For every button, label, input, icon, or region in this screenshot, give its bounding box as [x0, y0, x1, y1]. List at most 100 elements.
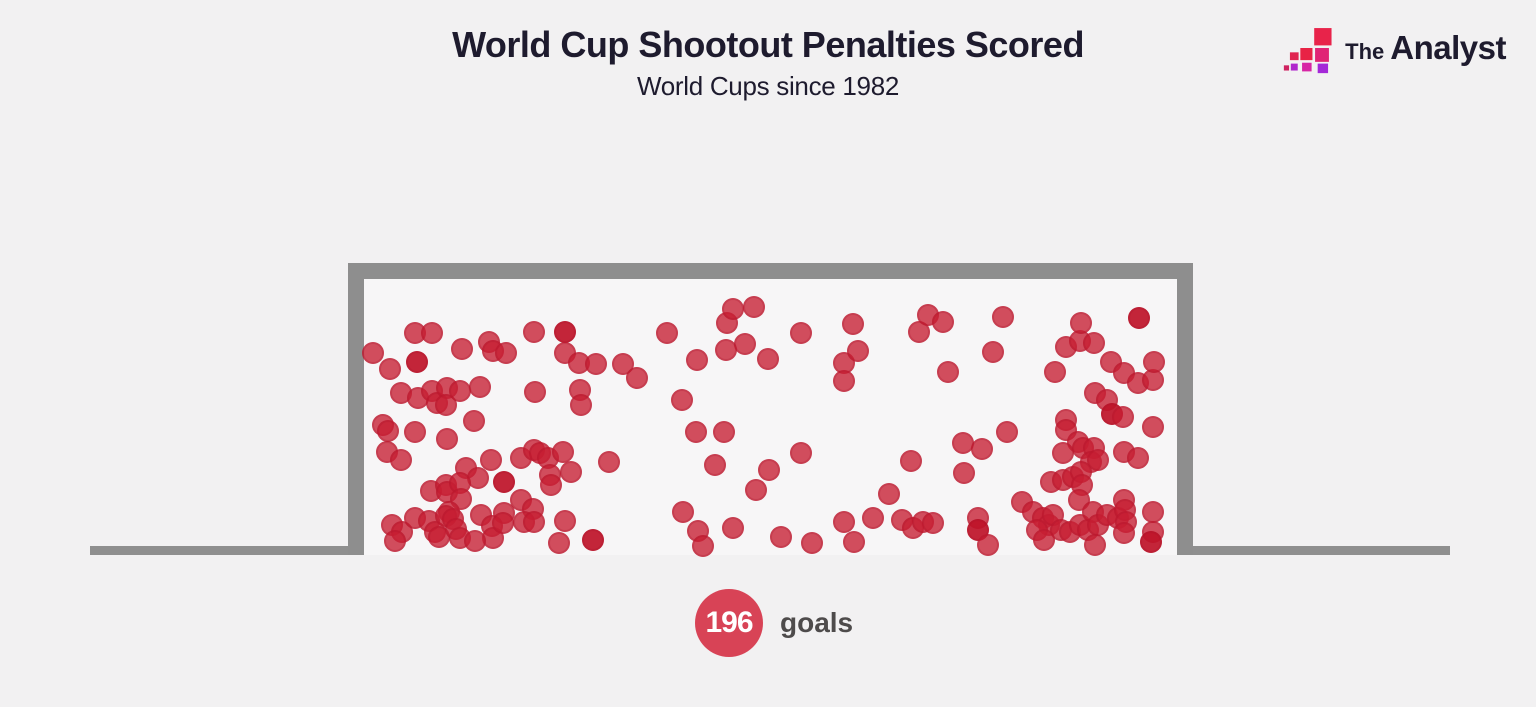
- logo-text-the: The: [1345, 39, 1385, 64]
- penalty-dot: [1140, 531, 1162, 553]
- penalty-dot: [1143, 351, 1165, 373]
- penalty-dot: [790, 322, 812, 344]
- penalty-dot: [656, 322, 678, 344]
- penalty-dot: [428, 526, 450, 548]
- penalty-dot: [390, 382, 412, 404]
- penalty-dot: [1142, 501, 1164, 523]
- penalty-dot: [404, 421, 426, 443]
- analyst-logo-text: The Analyst: [1345, 29, 1506, 67]
- penalty-dot: [713, 421, 735, 443]
- penalty-dot: [390, 449, 412, 471]
- penalty-dot: [1127, 447, 1149, 469]
- penalty-dot: [757, 348, 779, 370]
- penalty-dot: [833, 370, 855, 392]
- penalty-dot: [692, 535, 714, 557]
- penalty-dot: [493, 471, 515, 493]
- penalty-dot: [463, 410, 485, 432]
- analyst-logo-stairs-icon: [1283, 22, 1335, 74]
- penalty-dot: [937, 361, 959, 383]
- penalty-dot: [404, 322, 426, 344]
- penalty-dot: [900, 450, 922, 472]
- penalty-dot: [878, 483, 900, 505]
- penalty-dot: [540, 474, 562, 496]
- penalty-dot: [722, 517, 744, 539]
- penalty-dot: [922, 512, 944, 534]
- penalty-dot: [758, 459, 780, 481]
- penalty-dot: [524, 381, 546, 403]
- penalty-dot: [745, 479, 767, 501]
- penalty-dot: [384, 530, 406, 552]
- penalty-dot: [421, 322, 443, 344]
- penalty-dot: [704, 454, 726, 476]
- penalty-dot: [992, 306, 1014, 328]
- penalty-dot: [672, 501, 694, 523]
- penalty-dot: [1033, 529, 1055, 551]
- penalty-dot: [734, 333, 756, 355]
- penalty-dot: [952, 432, 974, 454]
- penalty-dot: [449, 380, 471, 402]
- penalty-dot: [467, 467, 489, 489]
- penalty-dot: [523, 511, 545, 533]
- penalty-dot: [570, 394, 592, 416]
- penalty-dot: [568, 352, 590, 374]
- penalty-dot: [377, 420, 399, 442]
- penalty-dot: [932, 311, 954, 333]
- penalty-dot: [722, 298, 744, 320]
- penalty-dot: [982, 341, 1004, 363]
- penalty-dot: [1083, 332, 1105, 354]
- penalty-dot: [953, 462, 975, 484]
- penalty-dot: [1087, 449, 1109, 471]
- penalty-dot: [585, 353, 607, 375]
- penalty-dot: [362, 342, 384, 364]
- penalty-dot: [685, 421, 707, 443]
- penalty-dot: [436, 428, 458, 450]
- penalty-dot: [1112, 406, 1134, 428]
- chart-title: World Cup Shootout Penalties Scored: [452, 24, 1084, 65]
- penalty-dot: [480, 449, 502, 471]
- goals-count-badge: 196: [695, 589, 763, 657]
- penalty-dot: [464, 530, 486, 552]
- penalty-dot: [1113, 522, 1135, 544]
- penalty-dot: [908, 321, 930, 343]
- penalty-dot: [552, 441, 574, 463]
- penalty-dot: [379, 358, 401, 380]
- penalty-dot: [1052, 442, 1074, 464]
- penalty-dot: [435, 394, 457, 416]
- penalty-dot: [626, 367, 648, 389]
- penalty-dot: [862, 507, 884, 529]
- penalty-dot: [801, 532, 823, 554]
- penalty-dot: [1128, 307, 1150, 329]
- analyst-logo: The Analyst: [1283, 22, 1506, 74]
- penalty-dot: [1044, 361, 1066, 383]
- logo-text-analyst: Analyst: [1390, 29, 1506, 66]
- penalty-dot: [548, 532, 570, 554]
- penalty-dot: [971, 438, 993, 460]
- penalty-dot: [1084, 534, 1106, 556]
- penalty-dot: [523, 321, 545, 343]
- penalty-dot: [554, 321, 576, 343]
- penalty-dot: [996, 421, 1018, 443]
- penalty-dot: [1142, 369, 1164, 391]
- goals-label: goals: [780, 607, 854, 638]
- penalty-dot: [843, 531, 865, 553]
- penalty-dot: [977, 534, 999, 556]
- penalty-dot: [560, 461, 582, 483]
- penalty-dot: [406, 351, 428, 373]
- penalty-dot: [495, 342, 517, 364]
- penalty-dot: [582, 529, 604, 551]
- penalty-dot: [743, 296, 765, 318]
- penalty-dot: [833, 511, 855, 533]
- penalty-dot: [790, 442, 812, 464]
- penalty-dot: [492, 512, 514, 534]
- penalty-dot: [469, 376, 491, 398]
- goals-count: 196: [705, 606, 753, 639]
- penalty-dot: [671, 389, 693, 411]
- penalty-dot: [770, 526, 792, 548]
- penalty-dot: [1070, 312, 1092, 334]
- penalty-dot: [842, 313, 864, 335]
- penalty-dot: [847, 340, 869, 362]
- penalty-dot: [1142, 416, 1164, 438]
- penalty-dot: [451, 338, 473, 360]
